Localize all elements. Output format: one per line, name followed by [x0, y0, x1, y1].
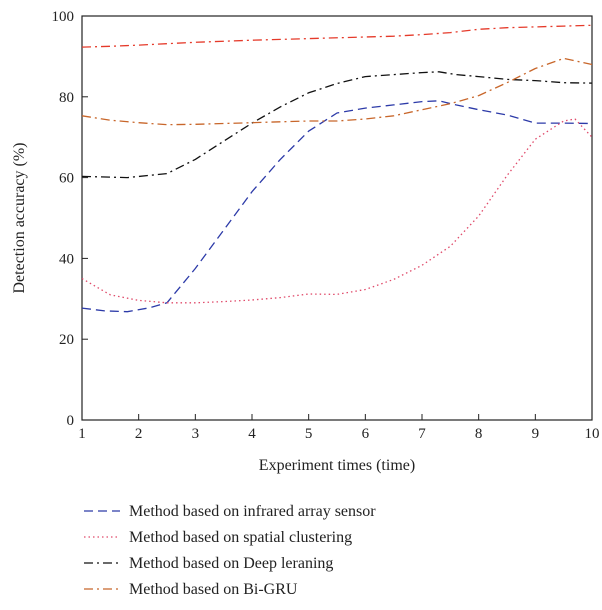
y-tick-label: 100 [52, 9, 75, 25]
x-tick-label: 6 [362, 426, 370, 442]
plot-area [81, 15, 593, 421]
legend-label-1: Method based on infrared array sensor [129, 503, 376, 520]
x-axis-title: Experiment times (time) [259, 457, 415, 474]
series-line-4 [81, 57, 593, 126]
y-tick-label: 40 [59, 251, 74, 267]
x-tick-label: 9 [532, 426, 540, 442]
y-tick-label: 20 [59, 332, 74, 348]
series-lines [81, 24, 593, 313]
series-line-2 [81, 118, 593, 304]
series-line-5 [81, 24, 593, 48]
plot-border [81, 15, 593, 421]
series-line-3 [81, 71, 593, 179]
x-tick-label: 7 [418, 426, 426, 442]
y-tick-label: 80 [59, 90, 74, 106]
x-tick-label: 10 [585, 426, 600, 442]
series-line-1 [81, 100, 593, 313]
x-tick-label: 2 [135, 426, 143, 442]
x-tick-label: 1 [78, 426, 86, 442]
y-axis: 0 20 40 60 80 100 [52, 9, 88, 429]
y-axis-title: Detection accuracy (%) [11, 142, 28, 293]
legend-label-3: Method based on Deep leraning [129, 555, 333, 572]
y-tick-label: 0 [67, 413, 75, 429]
x-tick-label: 3 [192, 426, 200, 442]
x-tick-label: 4 [248, 426, 256, 442]
x-tick-label: 8 [475, 426, 483, 442]
legend-label-4: Method based on Bi-GRU [129, 581, 298, 598]
x-axis: 1 2 3 4 5 6 7 8 9 10 [78, 414, 600, 442]
legend: Method based on infrared array sensor Met… [84, 503, 376, 598]
y-tick-label: 60 [59, 171, 74, 187]
legend-label-2: Method based on spatial clustering [129, 529, 352, 546]
x-tick-label: 5 [305, 426, 313, 442]
